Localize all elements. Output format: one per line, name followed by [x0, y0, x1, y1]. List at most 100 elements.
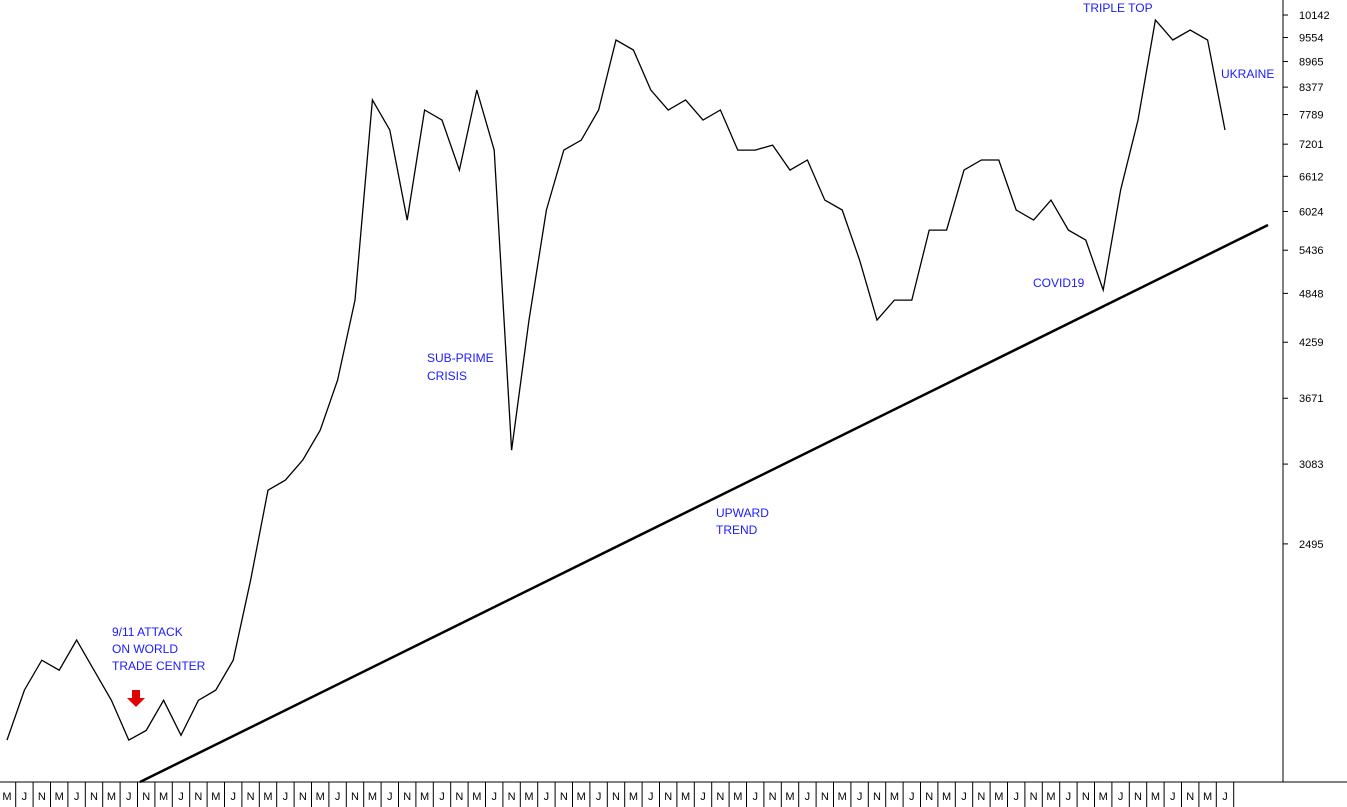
x-tick-label: J: [752, 791, 758, 803]
x-tick-label: J: [700, 791, 706, 803]
annotation: COVID19: [1033, 276, 1085, 290]
x-tick-label: M: [211, 791, 220, 803]
x-tick-label: J: [491, 791, 497, 803]
y-tick-label: 9554: [1299, 32, 1323, 44]
x-tick-label: N: [925, 791, 933, 803]
x-tick-label: M: [472, 791, 481, 803]
y-tick-label: 6612: [1299, 171, 1323, 183]
x-tick-label: N: [351, 791, 359, 803]
x-tick-label: J: [335, 791, 341, 803]
x-tick-label: M: [629, 791, 638, 803]
y-tick-label: 8377: [1299, 82, 1323, 94]
annotation: 9/11 ATTACK: [112, 625, 183, 639]
x-tick-label: J: [387, 791, 393, 803]
y-tick-label: 8965: [1299, 56, 1323, 68]
y-tick-label: 5436: [1299, 245, 1323, 257]
annotation: CRISIS: [427, 369, 467, 383]
annotation: TREND: [716, 523, 758, 537]
x-tick-label: M: [524, 791, 533, 803]
x-tick-label: N: [612, 791, 620, 803]
x-tick-label: M: [994, 791, 1003, 803]
x-tick-label: M: [263, 791, 272, 803]
x-tick-label: J: [230, 791, 236, 803]
x-tick-label: M: [681, 791, 690, 803]
x-tick-label: N: [769, 791, 777, 803]
x-tick-label: N: [873, 791, 881, 803]
x-tick-label: J: [439, 791, 445, 803]
x-tick-label: J: [1013, 791, 1019, 803]
annotation: UKRAINE: [1221, 67, 1274, 81]
x-tick-label: J: [648, 791, 654, 803]
x-tick-label: N: [821, 791, 829, 803]
x-tick-label: M: [107, 791, 116, 803]
x-tick-label: M: [368, 791, 377, 803]
y-tick-label: 6024: [1299, 206, 1323, 218]
x-tick-label: M: [1046, 791, 1055, 803]
x-tick-label: N: [1030, 791, 1038, 803]
price-line: [6, 18, 1226, 742]
x-tick-label: M: [55, 791, 64, 803]
x-tick-label: J: [909, 791, 915, 803]
annotation: SUB-PRIME: [427, 351, 494, 365]
x-tick-label: J: [1118, 791, 1124, 803]
x-tick-label: M: [316, 791, 325, 803]
x-tick-label: N: [247, 791, 255, 803]
y-tick-label: 10142: [1299, 10, 1330, 22]
trend-line: [139, 223, 1269, 784]
x-tick-label: M: [1203, 791, 1212, 803]
x-tick-label: J: [283, 791, 289, 803]
x-tick-label: M: [785, 791, 794, 803]
y-tick-label: 2495: [1299, 539, 1323, 551]
x-tick-label: N: [194, 791, 202, 803]
x-tick-label: M: [1099, 791, 1108, 803]
x-tick-label: J: [961, 791, 967, 803]
x-tick-label: M: [420, 791, 429, 803]
x-tick-label: N: [142, 791, 150, 803]
x-tick-label: N: [38, 791, 46, 803]
y-tick-label: 4259: [1299, 337, 1323, 349]
annotation: UPWARD: [716, 506, 769, 520]
x-tick-label: N: [90, 791, 98, 803]
x-tick-label: M: [577, 791, 586, 803]
y-tick-label: 7789: [1299, 109, 1323, 121]
x-tick-label: N: [716, 791, 724, 803]
x-tick-label: N: [403, 791, 411, 803]
y-tick-label: 3083: [1299, 459, 1323, 471]
x-tick-label: M: [2, 791, 11, 803]
x-tick-label: J: [178, 791, 184, 803]
annotation: TRIPLE TOP: [1083, 1, 1153, 15]
x-tick-label: J: [544, 791, 550, 803]
x-tick-label: J: [1170, 791, 1176, 803]
x-tick-label: M: [159, 791, 168, 803]
x-tick-label: N: [1082, 791, 1090, 803]
x-tick-label: M: [838, 791, 847, 803]
x-tick-label: J: [1222, 791, 1228, 803]
x-tick-label: J: [857, 791, 863, 803]
x-tick-label: J: [74, 791, 80, 803]
x-tick-label: M: [1151, 791, 1160, 803]
red-arrow: [127, 690, 145, 707]
x-tick-label: J: [126, 791, 132, 803]
x-tick-label: N: [1186, 791, 1194, 803]
y-tick-label: 3671: [1299, 393, 1323, 405]
x-tick-label: J: [1066, 791, 1072, 803]
y-tick-label: 4848: [1299, 288, 1323, 300]
x-tick-label: N: [560, 791, 568, 803]
y-tick-label: 7201: [1299, 139, 1323, 151]
x-tick-label: N: [977, 791, 985, 803]
x-tick-label: M: [942, 791, 951, 803]
x-tick-label: N: [455, 791, 463, 803]
x-tick-label: M: [890, 791, 899, 803]
x-tick-label: J: [805, 791, 811, 803]
x-tick-label: N: [664, 791, 672, 803]
x-tick-label: N: [1134, 791, 1142, 803]
x-tick-label: N: [508, 791, 516, 803]
x-tick-label: J: [22, 791, 28, 803]
annotation: ON WORLD: [112, 642, 178, 656]
x-tick-label: N: [299, 791, 307, 803]
annotation: TRADE CENTER: [112, 659, 206, 673]
x-tick-label: J: [596, 791, 602, 803]
x-tick-label: M: [733, 791, 742, 803]
